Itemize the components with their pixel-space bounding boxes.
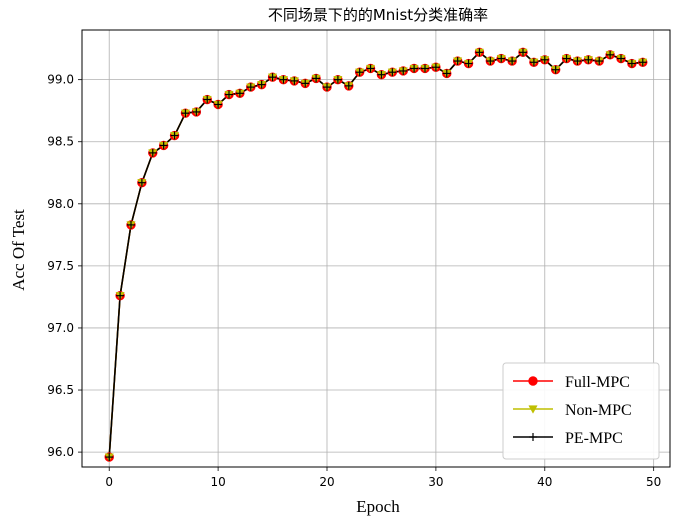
data-point-pe-mpc bbox=[159, 141, 168, 150]
data-point-pe-mpc bbox=[181, 109, 190, 118]
data-point-pe-mpc bbox=[214, 100, 223, 109]
data-point-pe-mpc bbox=[562, 54, 571, 63]
data-point-pe-mpc bbox=[464, 59, 473, 68]
legend-marker-pe-mpc bbox=[529, 433, 537, 441]
data-point-pe-mpc bbox=[137, 178, 146, 187]
data-point-pe-mpc bbox=[606, 50, 615, 59]
series-markers bbox=[104, 47, 648, 462]
x-axis-label: Epoch bbox=[356, 497, 400, 516]
y-tick-label: 99.0 bbox=[47, 73, 74, 87]
data-point-pe-mpc bbox=[257, 80, 266, 89]
axis-ticks: 0 10 20 30 40 50 96.0 96.5 97.0 97.5 98.0 98.5 99.0 bbox=[47, 73, 661, 489]
data-point-pe-mpc bbox=[388, 68, 397, 77]
x-tick-label: 20 bbox=[319, 475, 334, 489]
data-point-pe-mpc bbox=[584, 55, 593, 64]
legend-label-non-mpc: Non-MPC bbox=[565, 402, 632, 419]
data-point-pe-mpc bbox=[323, 83, 331, 92]
data-point-pe-mpc bbox=[105, 453, 114, 462]
data-point-pe-mpc bbox=[529, 58, 538, 67]
data-point-pe-mpc bbox=[617, 54, 625, 63]
data-point-pe-mpc bbox=[399, 66, 408, 75]
data-point-pe-mpc bbox=[312, 74, 321, 83]
data-point-pe-mpc bbox=[595, 57, 604, 66]
legend: Full-MPC Non-MPC PE-MPC bbox=[502, 362, 660, 460]
y-axis-label: Acc Of Test bbox=[9, 209, 28, 291]
chart-title: 不同场景下的的Mnist分类准确率 bbox=[268, 6, 488, 24]
y-tick-label: 97.5 bbox=[47, 259, 74, 273]
data-point-pe-mpc bbox=[519, 48, 527, 57]
data-point-pe-mpc bbox=[192, 107, 201, 116]
data-point-pe-mpc bbox=[366, 64, 375, 73]
data-point-pe-mpc bbox=[235, 89, 244, 98]
grid-lines bbox=[82, 30, 670, 467]
data-point-pe-mpc bbox=[127, 220, 135, 229]
data-point-pe-mpc bbox=[442, 69, 451, 78]
data-point-pe-mpc bbox=[344, 81, 353, 90]
series-markers-pe-mpc bbox=[105, 48, 647, 462]
data-point-pe-mpc bbox=[453, 57, 462, 66]
legend-label-pe-mpc: PE-MPC bbox=[565, 430, 623, 447]
x-tick-label: 30 bbox=[428, 475, 443, 489]
data-point-pe-mpc bbox=[377, 70, 386, 79]
data-point-pe-mpc bbox=[540, 55, 549, 64]
data-point-pe-mpc bbox=[225, 90, 233, 99]
data-point-pe-mpc bbox=[475, 48, 484, 57]
data-point-pe-mpc bbox=[421, 64, 429, 73]
data-point-pe-mpc bbox=[355, 68, 364, 77]
y-tick-label: 97.0 bbox=[47, 321, 74, 335]
x-tick-label: 10 bbox=[210, 475, 225, 489]
data-point-pe-mpc bbox=[551, 65, 560, 74]
y-tick-label: 98.0 bbox=[47, 197, 74, 211]
x-tick-label: 40 bbox=[537, 475, 552, 489]
data-point-pe-mpc bbox=[508, 57, 517, 66]
data-point-pe-mpc bbox=[333, 75, 342, 84]
data-point-pe-mpc bbox=[116, 291, 125, 300]
data-point-pe-mpc bbox=[410, 64, 419, 73]
y-tick-label: 96.0 bbox=[47, 445, 74, 459]
plot-area-frame bbox=[81, 29, 671, 468]
data-point-pe-mpc bbox=[573, 57, 582, 66]
data-point-pe-mpc bbox=[148, 148, 157, 157]
y-tick-label: 96.5 bbox=[47, 383, 74, 397]
data-point-pe-mpc bbox=[246, 83, 255, 92]
data-point-pe-mpc bbox=[638, 58, 647, 67]
data-point-pe-mpc bbox=[431, 63, 440, 72]
data-point-pe-mpc bbox=[627, 59, 636, 68]
legend-box bbox=[502, 362, 660, 460]
data-point-pe-mpc bbox=[279, 75, 288, 84]
data-point-pe-mpc bbox=[170, 131, 179, 140]
data-point-pe-mpc bbox=[203, 95, 212, 104]
y-tick-label: 98.5 bbox=[47, 135, 74, 149]
data-point-pe-mpc bbox=[486, 57, 495, 66]
data-point-pe-mpc bbox=[497, 54, 506, 63]
x-tick-label: 50 bbox=[646, 475, 661, 489]
legend-marker-non-mpc bbox=[528, 405, 538, 414]
legend-marker-full-mpc bbox=[528, 376, 538, 386]
data-point-pe-mpc bbox=[268, 73, 277, 82]
data-point-pe-mpc bbox=[301, 79, 310, 88]
x-tick-label: 0 bbox=[105, 475, 113, 489]
data-point-pe-mpc bbox=[290, 76, 299, 85]
legend-label-full-mpc: Full-MPC bbox=[565, 374, 630, 391]
